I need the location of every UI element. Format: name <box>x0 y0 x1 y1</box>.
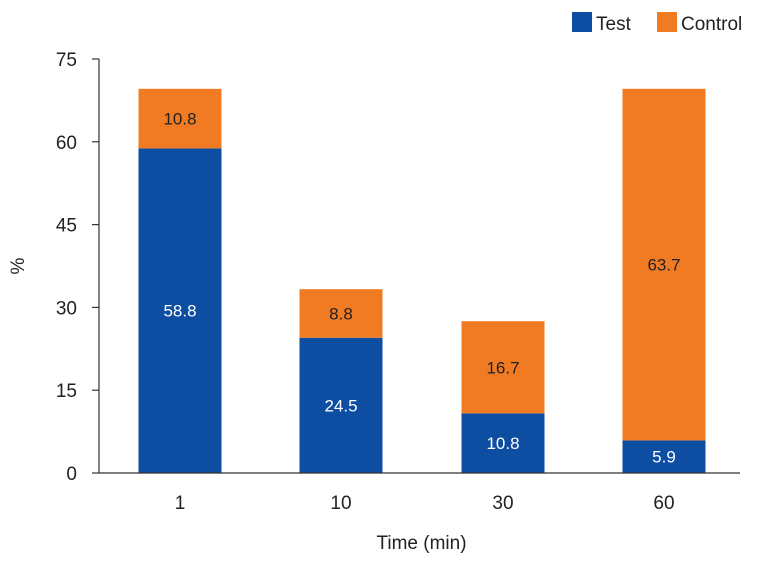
bar-label-test-1: 58.8 <box>163 302 196 321</box>
x-axis: 1 10 30 60 <box>99 472 740 514</box>
legend: Test Control <box>572 12 742 35</box>
bar-control-60 <box>622 88 706 441</box>
bar-label-control-30: 16.7 <box>486 358 519 377</box>
y-tick-label: 45 <box>56 216 77 237</box>
bar-control-1 <box>138 88 222 149</box>
y-tick-label: 60 <box>56 133 77 154</box>
x-tick-label: 10 <box>330 493 351 514</box>
y-tick-label: 75 <box>56 50 77 71</box>
y-tick-label: 30 <box>56 298 77 319</box>
x-axis-title: Time (min) <box>376 533 466 554</box>
y-tick-label: 15 <box>56 381 77 402</box>
bar-control-10 <box>299 289 383 338</box>
bar-label-control-10: 8.8 <box>329 304 353 323</box>
y-tick-label: 0 <box>66 464 77 485</box>
bar-label-test-30: 10.8 <box>486 434 519 453</box>
bar-label-control-60: 63.7 <box>647 256 680 275</box>
bar-label-control-1: 10.8 <box>163 110 196 129</box>
bar-control-30 <box>461 321 545 414</box>
y-axis: 0 15 30 45 60 75 <box>56 50 100 485</box>
bar-test-30 <box>461 413 545 473</box>
bar-label-test-10: 24.5 <box>324 396 357 415</box>
legend-label-control: Control <box>681 14 742 35</box>
legend-swatch-control <box>657 12 677 32</box>
bar-test-10 <box>299 337 383 473</box>
legend-swatch-test <box>572 12 592 32</box>
x-tick-label: 1 <box>175 493 186 514</box>
bar-test-60 <box>622 440 706 473</box>
bars-group: 58.8 10.8 24.5 8.8 10.8 16.7 5.9 63.7 <box>138 88 706 473</box>
bar-test-1 <box>138 148 222 473</box>
x-tick-label: 30 <box>492 493 513 514</box>
bar-label-test-60: 5.9 <box>652 448 676 467</box>
y-axis-title: % <box>8 257 29 274</box>
legend-label-test: Test <box>596 14 632 35</box>
x-tick-label: 60 <box>653 493 674 514</box>
